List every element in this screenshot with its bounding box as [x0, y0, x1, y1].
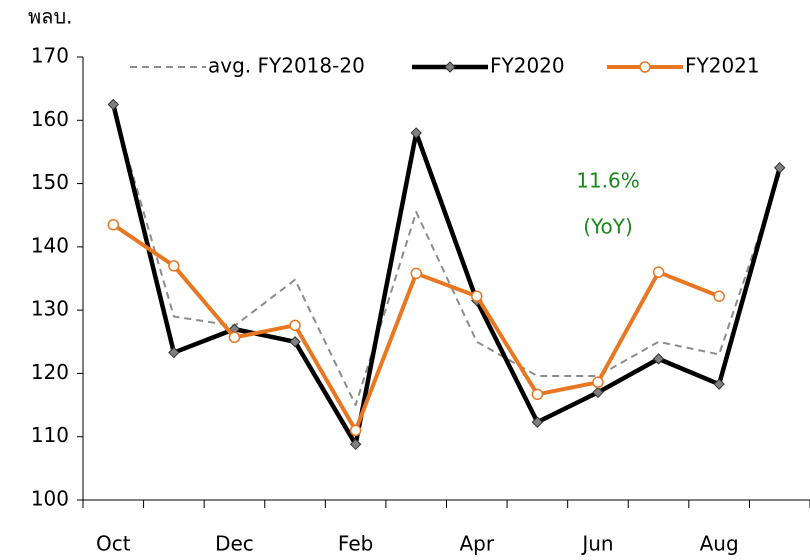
point [410, 267, 422, 280]
point [228, 331, 241, 344]
point [289, 319, 301, 332]
y-tick-label: 130 [31, 297, 69, 321]
point [410, 127, 422, 139]
point [349, 438, 362, 451]
point [713, 378, 725, 390]
point [592, 386, 604, 399]
x-tick-label: Apr [459, 532, 494, 556]
annotation: 11.6% [576, 169, 640, 193]
y-tick-label: 100 [31, 487, 69, 511]
series-line [112, 107, 781, 407]
legend-marker [444, 61, 456, 73]
point [531, 416, 544, 428]
point [592, 376, 604, 389]
y-tick-label: 170 [31, 44, 69, 68]
annotation: (YoY) [583, 215, 633, 239]
point [471, 290, 483, 302]
point [652, 353, 665, 365]
point [774, 162, 786, 174]
legend-label: FY2021 [685, 54, 760, 78]
y-tick-label: 140 [31, 233, 69, 257]
point [349, 424, 362, 437]
x-tick-label: Aug [700, 532, 739, 556]
point [713, 290, 725, 302]
x-tick-label: Oct [96, 532, 131, 556]
y-tick-label: 120 [31, 360, 69, 384]
x-tick-label: Dec [215, 532, 254, 556]
y-tick-label: 150 [31, 170, 69, 194]
point [107, 98, 119, 111]
series-line [112, 223, 720, 433]
legend-marker [639, 61, 651, 73]
point [107, 218, 120, 231]
series-line [111, 103, 782, 447]
x-tick-label: Feb [338, 532, 373, 556]
point [652, 266, 665, 278]
point [168, 260, 180, 272]
legend-label: FY2020 [490, 54, 565, 78]
y-tick-label: 110 [31, 423, 69, 447]
point [168, 346, 180, 359]
unit-label: พลบ. [28, 5, 73, 29]
point [531, 388, 544, 401]
y-tick-label: 160 [31, 107, 69, 131]
legend-label: avg. FY2018-20 [208, 54, 365, 78]
x-tick-label: Jun [580, 532, 613, 556]
point [289, 336, 301, 348]
